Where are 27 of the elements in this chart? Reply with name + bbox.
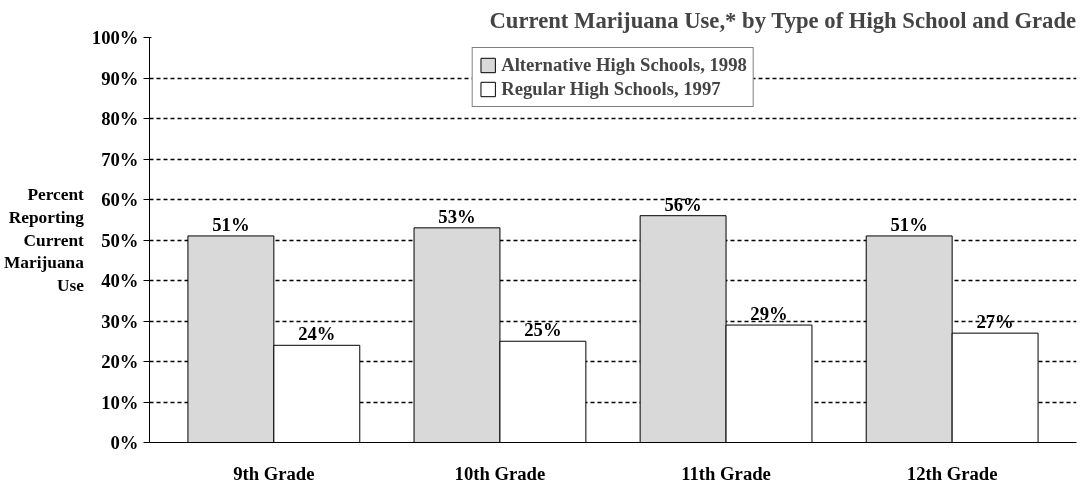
x-tick-label: 12th Grade bbox=[906, 462, 998, 484]
y-tick-label: 90% bbox=[101, 67, 139, 89]
text: 51% bbox=[890, 213, 928, 235]
x-tick-label: 11th Grade bbox=[681, 462, 771, 484]
x-tick-label: 10th Grade bbox=[454, 462, 546, 484]
y-tick-label: 20% bbox=[101, 351, 139, 372]
text: 51% bbox=[212, 213, 250, 235]
y-tick-label: 0% bbox=[110, 432, 139, 453]
x-tick-label: 9th Grade bbox=[233, 462, 315, 484]
legend-label: Alternative High Schools, 1998 bbox=[501, 54, 747, 76]
y-tick-label: 10% bbox=[101, 391, 139, 413]
y-axis-title: Percent Reporting Current Marijuana Use bbox=[3, 184, 85, 296]
y-tick-label: 30% bbox=[101, 310, 139, 332]
text: 29% bbox=[750, 303, 788, 325]
y-tick-label: 100% bbox=[91, 27, 139, 48]
text: 27% bbox=[976, 311, 1014, 333]
y-tick-label: 80% bbox=[101, 108, 139, 129]
text: 53% bbox=[438, 205, 476, 227]
legend-label: Regular High Schools, 1997 bbox=[501, 78, 721, 100]
text: 24% bbox=[298, 323, 336, 345]
y-tick-label: 70% bbox=[101, 148, 139, 170]
text: 25% bbox=[524, 319, 562, 341]
y-tick-label: 60% bbox=[101, 189, 139, 210]
y-tick-label: 40% bbox=[101, 270, 139, 291]
chart-title: Current Marijuana Use,* by Type of High School and Grade bbox=[489, 7, 1077, 33]
text: 56% bbox=[664, 193, 702, 215]
y-tick-label: 50% bbox=[101, 229, 139, 251]
